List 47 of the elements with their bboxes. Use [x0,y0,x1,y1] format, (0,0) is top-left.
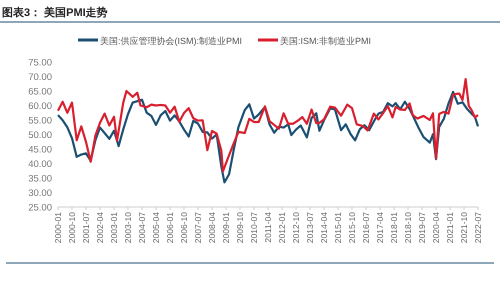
x-tick-label: 2019-07 [416,212,427,244]
x-tick-label: 2009-01 [221,212,232,244]
x-tick-label: 2015-01 [333,212,344,244]
x-tick-label: 2014-04 [318,212,329,244]
legend-label: 美国:供应管理协会(ISM):制造业PMI [100,36,242,46]
y-tick-label: 60.00 [28,101,52,112]
x-tick-label: 2017-04 [375,212,386,244]
y-tick-label: 25.00 [28,202,52,214]
x-tick-label: 2008-04 [207,212,218,244]
x-tick-label: 2003-01 [109,212,120,244]
x-tick-label: 2016-07 [361,212,372,244]
x-tick-label: 2001-07 [80,212,91,244]
x-tick-label: 2004-07 [136,212,147,244]
x-tick-label: 2018-01 [389,212,400,244]
x-tick-label: 2013-07 [304,212,315,244]
y-tick-label: 75.00 [28,58,52,68]
y-tick-label: 30.00 [28,188,52,199]
x-tick-label: 2003-10 [122,212,133,244]
x-tick-label: 2006-01 [165,212,176,244]
legend-label: 美国:ISM:非制造业PMI [280,36,372,46]
x-tick-label: 2021-01 [445,212,456,244]
x-tick-label: 2021-10 [459,212,470,244]
chart-title: 图表3： 美国PMI走势 [2,6,108,19]
x-tick-label: 2012-01 [277,212,288,244]
y-tick-label: 40.00 [28,159,52,170]
y-tick-label: 35.00 [28,174,52,184]
x-tick-label: 2022-07 [473,212,483,244]
x-tick-label: 2000-01 [53,212,63,244]
x-tick-label: 2009-10 [235,212,246,244]
line-series [56,90,480,184]
x-tick-label: 2020-04 [431,212,442,244]
y-tick-label: 50.00 [28,130,52,141]
x-tick-label: 2002-04 [94,212,105,244]
x-tick-label: 2010-07 [248,212,259,244]
x-tick-label: 2007-07 [192,212,203,244]
line-series [56,78,480,172]
y-tick-label: 45.00 [28,144,52,156]
x-tick-label: 2005-04 [150,212,161,244]
x-tick-label: 2011-04 [262,212,273,243]
x-tick-label: 2000-10 [67,212,78,244]
y-tick-label: 65.00 [28,86,52,98]
y-tick-label: 70.00 [28,72,52,83]
x-tick-label: 2015-10 [347,212,358,244]
y-tick-label: 55.00 [28,116,52,126]
x-tick-label: 2018-10 [403,212,414,244]
x-tick-label: 2012-10 [291,212,302,244]
x-tick-label: 2006-10 [178,212,189,244]
